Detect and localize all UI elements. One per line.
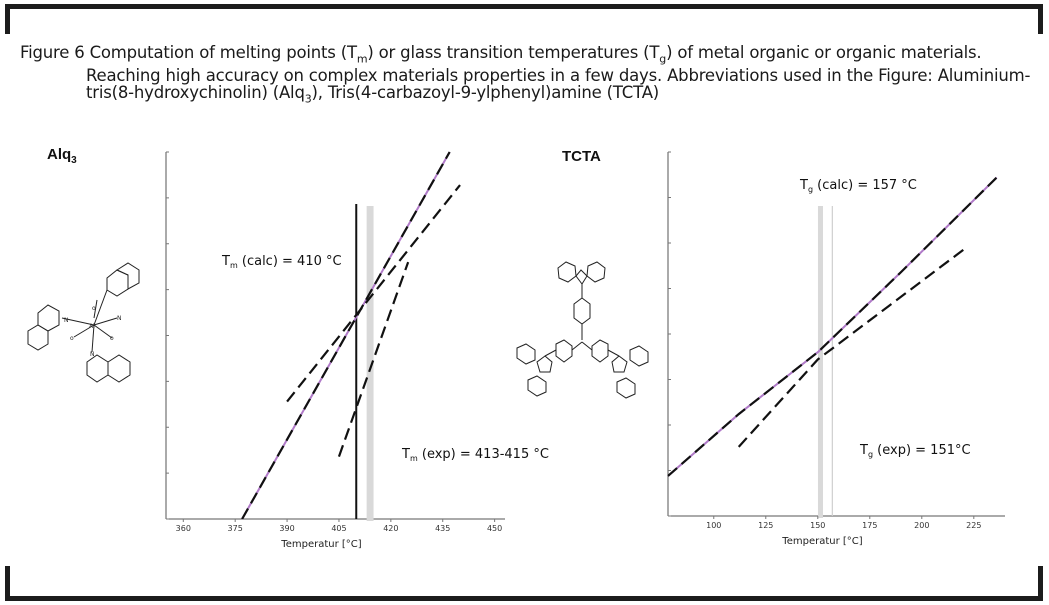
- chart-2-annotation-2: Tg (exp) = 151°C: [859, 443, 971, 459]
- frame-top: [5, 4, 1043, 9]
- frame-bottom-right-tick: [1038, 566, 1043, 601]
- frame-bottom: [5, 596, 1043, 601]
- chart-1-series-dashed-1: [241, 151, 451, 520]
- panel-label-alq3: Alq3: [47, 146, 77, 166]
- chart-2-x-axis-title: Temperatur [°C]: [781, 536, 862, 547]
- caption-line-3: tris(8-hydroxychinolin) (Alq3), Tris(4-c…: [86, 83, 660, 106]
- chart-2-series-dashed-2: [737, 245, 969, 448]
- chart-1-x-tick-label: 450: [487, 524, 502, 533]
- panel-label-tcta: TCTA: [562, 148, 601, 165]
- chart-2-x-tick-label: 200: [914, 521, 929, 530]
- chart-1-annotation-2: Tm (exp) = 413-415 °C: [401, 447, 549, 463]
- chart-2-x-tick-label: 175: [862, 521, 877, 530]
- figure-caption: Figure 6 Computation of melting points (…: [20, 44, 1042, 108]
- caption-line-1: Figure 6 Computation of melting points (…: [20, 43, 982, 66]
- chart-2-x-tick-label: 225: [966, 521, 981, 530]
- frame-top-left-tick: [5, 4, 10, 34]
- chart-1-x-tick-label: 405: [331, 524, 346, 533]
- chart-1-x-tick-label: 360: [176, 524, 191, 533]
- chart-2-exp-band: [817, 206, 823, 518]
- chart-2-annotation-1: Tg (calc) = 157 °C: [799, 178, 917, 194]
- chart-2-x-tick-label: 150: [810, 521, 825, 530]
- chart-1-x-tick-label: 375: [228, 524, 243, 533]
- chart-1-x-axis-title: Temperatur [°C]: [280, 539, 361, 550]
- frame-bottom-left-tick: [5, 566, 10, 601]
- chart-2-x-tick-label: 100: [706, 521, 721, 530]
- chart-1-exp-band: [366, 206, 374, 521]
- chart-1-annotation-1: Tm (calc) = 410 °C: [221, 254, 342, 270]
- chart-2-x-tick-label: 125: [758, 521, 773, 530]
- chart-1-series-dashed-3: [337, 261, 410, 457]
- chart-2-series-dashed-1: [667, 176, 998, 477]
- frame-top-right-tick: [1038, 4, 1043, 34]
- chart-1-x-tick-label: 420: [383, 524, 398, 533]
- chart-1-series-dashed-2: [286, 184, 461, 403]
- chart-1-x-tick-label: 390: [279, 524, 294, 533]
- caption-line-2: Reaching high accuracy on complex materi…: [86, 66, 1031, 86]
- chart-1-x-tick-label: 435: [435, 524, 450, 533]
